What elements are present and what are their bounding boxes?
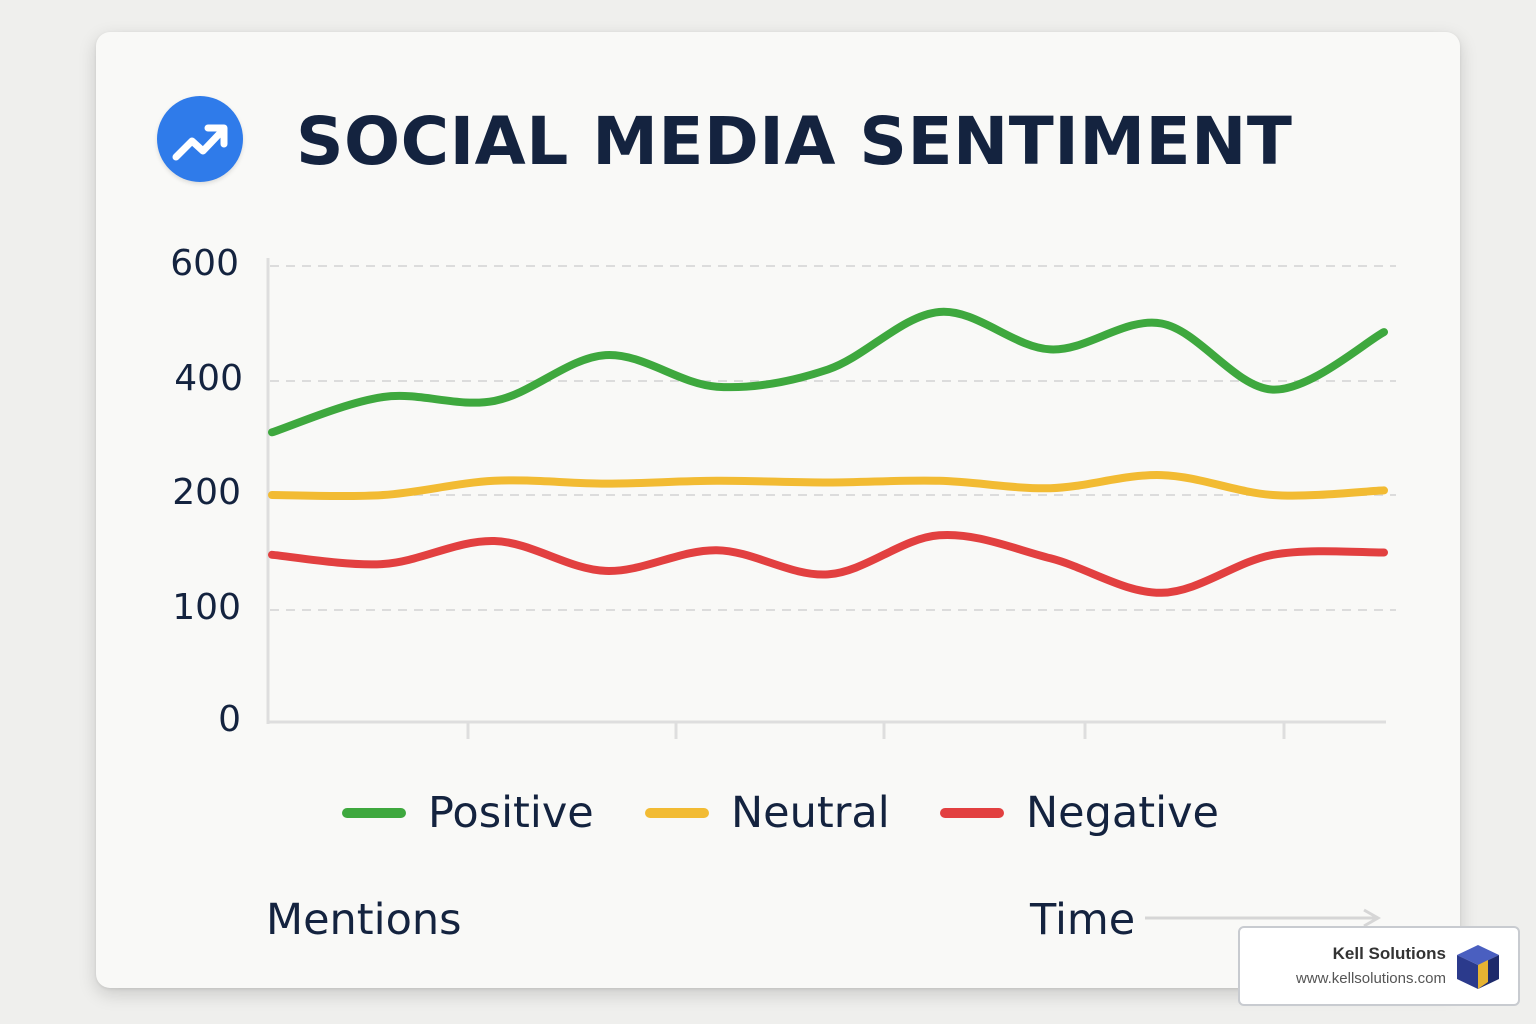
arrow-right-icon	[1145, 908, 1382, 928]
legend-item-negative: Negative	[940, 785, 1219, 841]
trending-up-icon	[157, 96, 243, 182]
x-axis-label: Time	[1030, 895, 1136, 945]
brand-watermark: Kell Solutions www.kellsolutions.com	[1238, 926, 1520, 1006]
legend-label-neutral: Neutral	[731, 788, 890, 838]
y-tick-label-200: 200	[172, 472, 241, 513]
y-tick-label-400: 400	[174, 358, 243, 399]
y-axis-label: Mentions	[266, 895, 462, 945]
chart-card	[96, 32, 1460, 988]
legend-label-positive: Positive	[428, 788, 594, 838]
legend-swatch-negative	[940, 808, 1004, 818]
legend-item-positive: Positive	[342, 785, 594, 841]
legend-item-neutral: Neutral	[645, 785, 890, 841]
axes	[266, 258, 1386, 739]
series-lines	[268, 307, 1388, 597]
gridlines	[270, 265, 1396, 611]
legend-swatch-neutral	[645, 808, 709, 818]
y-tick-label-600: 600	[170, 243, 239, 284]
legend-swatch-positive	[342, 808, 406, 818]
legend-label-negative: Negative	[1026, 788, 1219, 838]
series-line-negative	[268, 531, 1388, 597]
y-tick-label-0: 0	[218, 699, 241, 740]
brand-name: Kell Solutions	[1332, 944, 1446, 963]
series-line-neutral	[268, 471, 1388, 501]
y-tick-label-100: 100	[172, 587, 241, 628]
cube-logo-icon	[1457, 945, 1499, 989]
chart-title: SOCIAL MEDIA SENTIMENT	[296, 103, 1293, 180]
series-line-positive	[268, 307, 1388, 437]
brand-url: www.kellsolutions.com	[1295, 970, 1446, 987]
